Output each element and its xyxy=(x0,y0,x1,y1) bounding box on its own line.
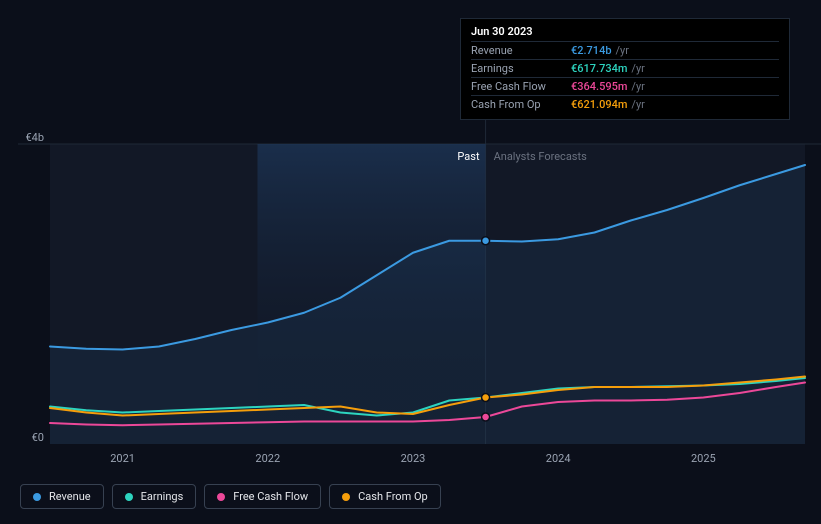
tooltip-row-label: Free Cash Flow xyxy=(471,80,571,93)
tooltip-row-value: €2.714b xyxy=(571,44,612,57)
legend-label: Cash From Op xyxy=(358,490,428,503)
legend: Revenue Earnings Free Cash Flow Cash From O… xyxy=(20,484,441,509)
legend-item-earnings[interactable]: Earnings xyxy=(112,484,197,509)
tooltip-row: Earnings€617.734m/yr xyxy=(471,59,779,77)
tooltip-row-value: €621.094m xyxy=(571,98,627,111)
legend-item-revenue[interactable]: Revenue xyxy=(20,484,104,509)
x-tick-label: 2023 xyxy=(401,452,426,465)
tooltip-row: Cash From Op€621.094m/yr xyxy=(471,95,779,113)
legend-item-cash-from-op[interactable]: Cash From Op xyxy=(329,484,441,509)
tooltip-row-unit: /yr xyxy=(631,80,644,93)
x-tick-label: 2022 xyxy=(255,452,280,465)
legend-label: Earnings xyxy=(141,490,184,503)
y-tick-label: €4b xyxy=(0,131,44,144)
tooltip-row-label: Earnings xyxy=(471,62,571,75)
legend-swatch xyxy=(33,493,41,501)
y-tick-label: €0 xyxy=(0,431,44,444)
x-tick-label: 2025 xyxy=(691,452,716,465)
tooltip-date: Jun 30 2023 xyxy=(471,25,779,38)
tooltip-row-label: Revenue xyxy=(471,44,571,57)
legend-swatch xyxy=(125,493,133,501)
x-tick-label: 2024 xyxy=(546,452,571,465)
x-tick-label: 2021 xyxy=(110,452,135,465)
legend-swatch xyxy=(342,493,350,501)
legend-label: Free Cash Flow xyxy=(233,490,308,503)
tooltip-row-value: €617.734m xyxy=(571,62,627,75)
tooltip-row-unit: /yr xyxy=(631,98,644,111)
tooltip-row: Revenue€2.714b/yr xyxy=(471,41,779,59)
tooltip-row-unit: /yr xyxy=(631,62,644,75)
tooltip-row-label: Cash From Op xyxy=(471,98,571,111)
past-label: Past xyxy=(426,150,480,163)
tooltip-row-value: €364.595m xyxy=(571,80,627,93)
tooltip: Jun 30 2023 Revenue€2.714b/yrEarnings€61… xyxy=(460,18,790,120)
tooltip-row: Free Cash Flow€364.595m/yr xyxy=(471,77,779,95)
tooltip-row-unit: /yr xyxy=(616,44,629,57)
forecasts-label: Analysts Forecasts xyxy=(494,150,587,163)
legend-swatch xyxy=(217,493,225,501)
legend-item-free-cash-flow[interactable]: Free Cash Flow xyxy=(204,484,321,509)
legend-label: Revenue xyxy=(49,490,91,503)
chart-container: €0 €4b 2021 2022 2023 2024 2025 Past Analysts… xyxy=(0,0,821,524)
